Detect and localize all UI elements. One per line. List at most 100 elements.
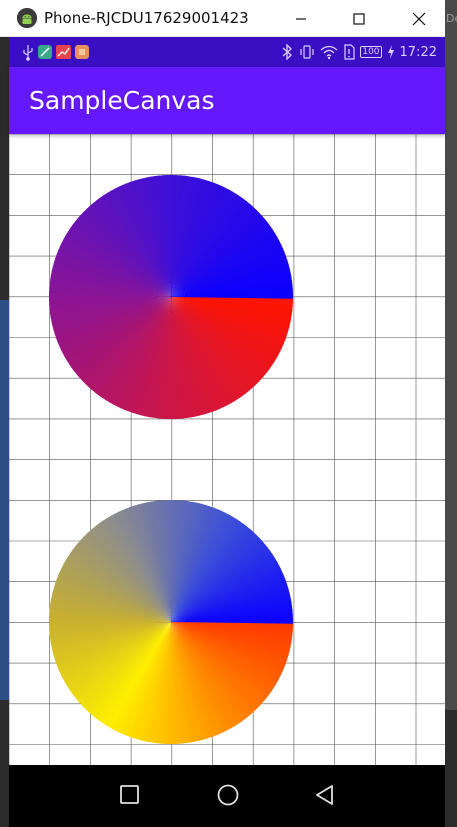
- sweep-segment: [171, 255, 288, 297]
- battery-icon: 100: [360, 46, 382, 58]
- chart-app-icon: [56, 45, 71, 59]
- sweep-segment: [171, 284, 293, 297]
- square-icon: [120, 785, 139, 804]
- sweep-segment: [57, 297, 172, 347]
- sweep-segment: [121, 508, 171, 622]
- sweep-segment: [171, 203, 254, 297]
- sweep-segment: [49, 297, 171, 310]
- status-right-icons: 100 17:22: [280, 43, 437, 61]
- circle-icon: [217, 784, 239, 806]
- sweep-segment: [73, 297, 171, 376]
- sweep-segment: [171, 546, 271, 622]
- maximize-button[interactable]: [337, 4, 381, 34]
- sweep-segment: [58, 622, 172, 676]
- home-button[interactable]: [213, 780, 243, 810]
- sweep-segment: [154, 500, 171, 622]
- sweep-segment: [171, 198, 248, 297]
- sweep-segment: [171, 297, 259, 386]
- sweep-segment: [171, 297, 256, 389]
- sweep-segment: [113, 511, 171, 622]
- sweep-segment: [171, 622, 275, 692]
- sweep-segment: [171, 292, 294, 299]
- sweep-segment: [49, 622, 171, 635]
- sweep-segment: [158, 500, 171, 622]
- sweep-segment: [171, 622, 253, 717]
- sweep-segment: [55, 297, 171, 343]
- sweep-segment: [86, 530, 171, 622]
- status-bar: 100 17:22: [9, 37, 445, 67]
- sweep-segment: [171, 297, 201, 417]
- bluetooth-icon: [282, 44, 293, 60]
- sweep-segment: [171, 239, 282, 297]
- sweep-segment: [71, 297, 171, 373]
- sweep-segment: [171, 297, 205, 416]
- sweep-segment: [86, 205, 171, 297]
- close-button[interactable]: [396, 4, 440, 34]
- wifi-icon: [320, 45, 338, 60]
- sweep-segment: [58, 297, 172, 351]
- minimize-button[interactable]: [279, 4, 323, 34]
- sweep-segment: [171, 200, 251, 297]
- sweep-segment: [171, 622, 184, 744]
- sweep-segment: [77, 214, 171, 297]
- sweep-segment: [171, 221, 271, 297]
- sweep-segment: [125, 506, 171, 622]
- navigation-bar: [9, 765, 445, 827]
- sweep-segment: [171, 271, 292, 297]
- sweep-segment: [95, 197, 171, 297]
- sweep-segment: [171, 297, 217, 413]
- sweep-segment: [171, 531, 257, 622]
- sweep-segment: [171, 622, 270, 699]
- sweep-segment: [94, 622, 171, 721]
- sweep-segment: [53, 297, 171, 335]
- sweep-segment: [171, 561, 280, 622]
- status-left-icons: [21, 43, 101, 61]
- desktop-backdrop-text: De: [446, 12, 457, 25]
- sweep-segment: [69, 223, 171, 297]
- sim-icon: [344, 44, 355, 60]
- drawing-canvas[interactable]: [8, 133, 445, 765]
- sweep-segment: [171, 622, 221, 736]
- android-app-icon: [17, 8, 37, 28]
- sweep-segment: [95, 522, 171, 622]
- back-button[interactable]: [309, 780, 339, 810]
- sweep-segment: [52, 622, 171, 656]
- sweep-segment: [171, 622, 197, 743]
- usb-icon: [23, 45, 33, 61]
- sweep-segment: [171, 212, 263, 297]
- sweep-segment: [110, 513, 171, 622]
- sweep-segment: [171, 622, 243, 725]
- sweep-segment: [82, 297, 171, 385]
- recents-button[interactable]: [115, 780, 145, 810]
- sweep-segment: [74, 217, 171, 297]
- sweep-segment: [60, 297, 171, 355]
- sweep-segment: [171, 525, 251, 622]
- sweep-segment: [76, 297, 171, 379]
- sweep-segment: [60, 622, 171, 680]
- sweep-segment: [72, 220, 171, 297]
- sweep-segment: [88, 297, 171, 391]
- sweep-segment: [171, 622, 256, 714]
- sweep-segment: [62, 622, 171, 683]
- sweep-segment: [171, 297, 193, 419]
- sweep-segment: [66, 622, 171, 691]
- window-title: Phone-RJCDU17629001423: [44, 9, 249, 27]
- sweep-segment: [171, 297, 229, 408]
- sweep-segment: [92, 524, 171, 622]
- app-notification-icon: [38, 45, 52, 59]
- sweep-segment: [49, 622, 171, 639]
- sweep-segment: [171, 543, 269, 622]
- sweep-segment: [171, 622, 259, 711]
- sweep-segment: [171, 297, 184, 419]
- sweep-segment: [171, 280, 293, 297]
- sweep-segment: [171, 622, 247, 722]
- sweep-segment: [91, 297, 171, 394]
- sweep-segment: [171, 622, 201, 742]
- sweep-segment: [171, 518, 241, 622]
- sweep-segment: [101, 622, 171, 726]
- sweep-segment: [68, 297, 171, 369]
- sweep-segment: [171, 195, 245, 297]
- sweep-segment: [80, 536, 171, 622]
- sweep-segment: [83, 208, 171, 297]
- sweep-segment: [71, 622, 171, 698]
